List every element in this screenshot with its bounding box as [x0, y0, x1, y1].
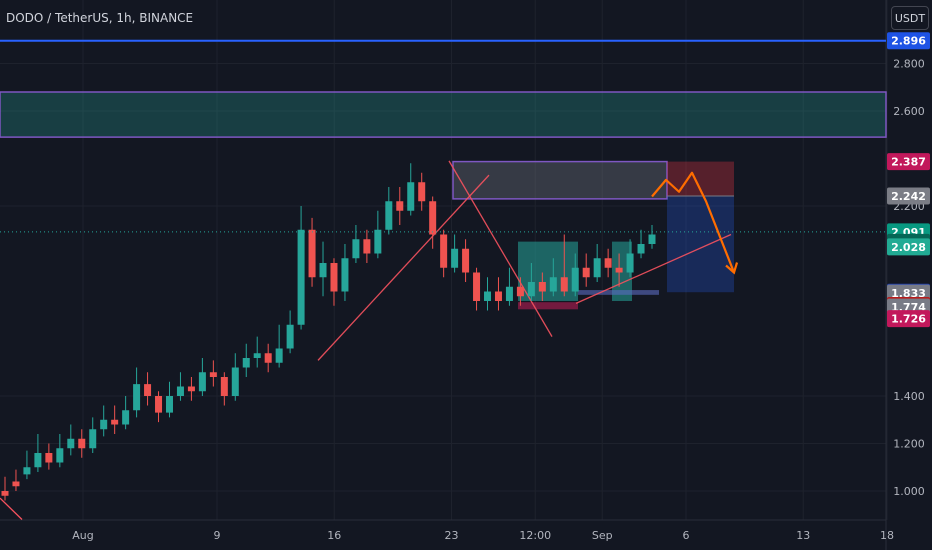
candle-body[interactable]: [242, 358, 250, 368]
candle-body[interactable]: [352, 239, 360, 259]
candle-body[interactable]: [297, 229, 305, 325]
candle-body[interactable]: [45, 453, 53, 463]
candle-body[interactable]: [100, 419, 108, 430]
symbol-title: DODO / TetherUS, 1h, BINANCE: [6, 11, 194, 25]
candle-body[interactable]: [231, 367, 239, 397]
price-tick-label: 1.200: [893, 438, 925, 451]
candle-body[interactable]: [111, 419, 119, 425]
time-tick-label: 16: [327, 529, 341, 542]
time-tick-label: 9: [214, 529, 221, 542]
candle-body[interactable]: [571, 267, 579, 292]
price-label-text: 1.726: [891, 313, 926, 326]
consolidation-box[interactable]: [518, 241, 578, 301]
candle-body[interactable]: [527, 282, 535, 297]
candle-body[interactable]: [385, 201, 393, 230]
candle-body[interactable]: [133, 384, 141, 411]
candle-body[interactable]: [440, 234, 448, 268]
candle-body[interactable]: [198, 372, 206, 392]
projection-arrow-head: [725, 262, 739, 275]
candle-body[interactable]: [593, 258, 601, 278]
candle-body[interactable]: [264, 353, 272, 363]
time-tick-label: 13: [796, 529, 810, 542]
candle-body[interactable]: [209, 372, 217, 377]
candle-body[interactable]: [275, 348, 283, 363]
candle-body[interactable]: [473, 272, 481, 302]
currency-unit-button[interactable]: USDT: [891, 6, 929, 30]
candle-body[interactable]: [648, 234, 656, 245]
price-label-text: 2.242: [891, 190, 926, 203]
candle-body[interactable]: [582, 267, 590, 278]
price-tick-label: 1.000: [893, 485, 925, 498]
time-tick-label: 23: [445, 529, 459, 542]
candle-body[interactable]: [67, 438, 75, 449]
trendline-old[interactable]: [0, 497, 23, 520]
candle-body[interactable]: [604, 258, 612, 268]
candle-body[interactable]: [615, 267, 623, 273]
candle-body[interactable]: [484, 291, 492, 302]
candle-body[interactable]: [462, 248, 470, 273]
candle-body[interactable]: [396, 201, 404, 211]
candle-body[interactable]: [429, 201, 437, 235]
candle-body[interactable]: [286, 324, 294, 349]
candle-body[interactable]: [176, 386, 184, 397]
candle-body[interactable]: [637, 244, 645, 254]
price-label-text: 2.896: [891, 35, 926, 48]
candle-body[interactable]: [78, 438, 86, 449]
projection-path[interactable]: [651, 171, 736, 273]
candle-body[interactable]: [122, 410, 130, 425]
time-tick-label: 18: [880, 529, 894, 542]
supply-zone-box[interactable]: [0, 91, 887, 138]
time-tick-label: Sep: [592, 529, 613, 542]
candle-body[interactable]: [253, 353, 261, 358]
price-label-text: 2.028: [891, 241, 926, 254]
price-tick-label: 2.600: [893, 105, 925, 118]
candle-body[interactable]: [220, 377, 228, 396]
candle-body[interactable]: [56, 448, 64, 463]
candle-body[interactable]: [538, 282, 546, 292]
candle-body[interactable]: [363, 239, 371, 254]
candle-body[interactable]: [407, 182, 415, 211]
candle-body[interactable]: [1, 491, 9, 496]
price-label-box: [887, 187, 930, 205]
liquidity-box[interactable]: [578, 290, 659, 295]
candle-body[interactable]: [308, 229, 316, 278]
price-label-box: [887, 32, 930, 50]
price-label-box: [887, 238, 930, 256]
time-tick-label: Aug: [72, 529, 93, 542]
price-label-box: [887, 153, 930, 171]
candle-body[interactable]: [505, 286, 513, 301]
price-tick-label: 2.800: [893, 58, 925, 71]
trendline-ascending[interactable]: [317, 174, 490, 361]
candle-body[interactable]: [144, 384, 152, 396]
candle-body[interactable]: [34, 453, 42, 468]
candle-body[interactable]: [418, 182, 426, 202]
candle-body[interactable]: [451, 248, 459, 268]
price-label-box: [887, 310, 930, 328]
time-tick-label: 6: [683, 529, 690, 542]
candle-body[interactable]: [187, 386, 195, 392]
trendline-descending[interactable]: [448, 160, 553, 337]
price-label-text: 1.833: [891, 287, 926, 300]
candle-body[interactable]: [374, 229, 382, 254]
candle-body[interactable]: [23, 467, 31, 475]
candle-body[interactable]: [165, 396, 173, 413]
candle-body[interactable]: [560, 277, 568, 292]
time-tick-label: 12:00: [519, 529, 551, 542]
candle-body[interactable]: [330, 263, 338, 292]
candle-body[interactable]: [626, 253, 634, 273]
price-label-text: 2.387: [891, 156, 926, 169]
trendline-rising-support[interactable]: [575, 233, 732, 304]
candle-body[interactable]: [319, 263, 327, 278]
candle-body[interactable]: [494, 291, 502, 302]
candle-body[interactable]: [549, 277, 557, 292]
candle-body[interactable]: [341, 258, 349, 292]
demand-box[interactable]: [518, 302, 578, 310]
candle-body[interactable]: [12, 481, 20, 487]
price-tick-label: 1.400: [893, 390, 925, 403]
candle-body[interactable]: [155, 396, 163, 413]
candle-body[interactable]: [516, 286, 524, 297]
candle-body[interactable]: [89, 429, 97, 449]
